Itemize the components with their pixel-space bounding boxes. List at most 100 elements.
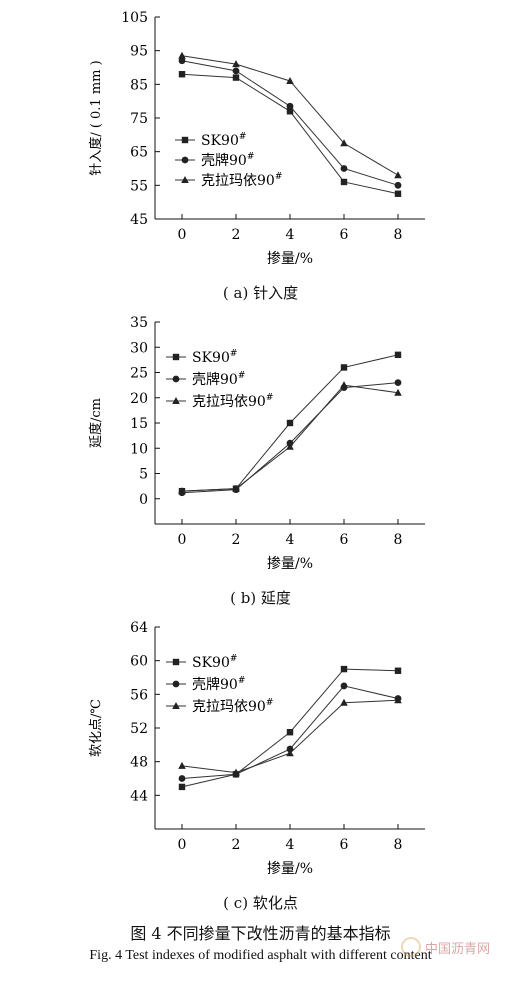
legend-marker bbox=[181, 156, 189, 164]
x-tick-label: 4 bbox=[286, 532, 295, 548]
x-tick-label: 0 bbox=[178, 532, 187, 548]
x-tick-label: 6 bbox=[340, 837, 349, 853]
watermark-logo-icon bbox=[401, 937, 421, 957]
legend-marker bbox=[172, 702, 180, 709]
data-point bbox=[178, 57, 186, 65]
data-point bbox=[286, 749, 294, 757]
y-tick-label: 64 bbox=[130, 620, 148, 636]
legend-label: SK90# bbox=[201, 132, 246, 149]
data-point bbox=[340, 178, 348, 186]
ductility-chart: 0 5 10 15 20 25 30 35 0 2 4 6 8 掺量/% 延度/cm SK90# 壳牌90# 克拉… bbox=[88, 315, 425, 572]
data-point bbox=[286, 442, 294, 450]
legend-marker bbox=[181, 176, 189, 183]
legend-label: 壳牌90# bbox=[201, 152, 254, 169]
data-point bbox=[394, 351, 402, 359]
data-point bbox=[286, 108, 294, 115]
data-point bbox=[232, 67, 240, 75]
legend-marker bbox=[172, 680, 180, 688]
watermark: 中国沥青网 bbox=[401, 936, 511, 958]
y-axis-title: 延度/cm bbox=[88, 398, 104, 448]
penetration-chart: 45 55 65 75 85 95 105 0 2 4 6 8 掺量/% 针入度/ ( 0.1 mm ) S… bbox=[88, 10, 425, 267]
x-tick-label: 2 bbox=[232, 837, 241, 853]
data-point bbox=[286, 419, 294, 427]
y-tick-label: 105 bbox=[121, 10, 148, 26]
x-axis-title: 掺量/% bbox=[267, 250, 313, 267]
data-point bbox=[178, 487, 186, 495]
figure-caption-en: Fig. 4 Test indexes of modified asphalt … bbox=[89, 948, 432, 963]
x-tick-label: 4 bbox=[286, 837, 295, 853]
data-point bbox=[286, 729, 294, 736]
y-tick-label: 65 bbox=[130, 145, 148, 161]
data-point bbox=[394, 388, 402, 396]
data-point bbox=[340, 698, 348, 706]
y-tick-label: 75 bbox=[130, 111, 148, 127]
subcaption-c: ( c) 软化点 bbox=[223, 894, 298, 912]
data-point bbox=[286, 76, 294, 84]
data-point bbox=[232, 74, 240, 81]
data-point bbox=[340, 665, 348, 673]
x-tick-label: 2 bbox=[232, 227, 241, 243]
y-tick-label: 30 bbox=[130, 340, 148, 356]
legend-marker bbox=[172, 353, 180, 361]
y-axis-title: 软化点/℃ bbox=[89, 699, 104, 757]
y-tick-label: 10 bbox=[130, 441, 148, 457]
data-point bbox=[178, 783, 186, 791]
figure-caption-cn: 图 4 不同掺量下改性沥青的基本指标 bbox=[130, 924, 391, 943]
data-point bbox=[394, 181, 402, 189]
data-point bbox=[178, 71, 186, 78]
data-point bbox=[394, 171, 402, 179]
x-tick-label: 0 bbox=[178, 227, 187, 243]
data-point bbox=[178, 775, 186, 782]
y-tick-label: 5 bbox=[139, 467, 148, 483]
legend-marker bbox=[172, 397, 180, 404]
legend-label: SK90# bbox=[192, 349, 237, 366]
data-point bbox=[232, 60, 240, 68]
watermark-text: 中国沥青网 bbox=[425, 941, 491, 957]
legend-label: 克拉玛依90# bbox=[192, 698, 273, 715]
x-tick-label: 6 bbox=[340, 227, 349, 243]
y-axis-title: 针入度/ ( 0.1 mm ) bbox=[88, 60, 104, 175]
legend-marker bbox=[172, 658, 180, 666]
data-point bbox=[178, 51, 186, 59]
softening-point-chart: 44 48 52 56 60 64 0 2 4 6 8 掺量/% 软化点/℃ SK90# 壳牌90# 克拉玛依… bbox=[89, 620, 425, 877]
y-tick-label: 44 bbox=[130, 788, 148, 804]
y-tick-label: 45 bbox=[130, 212, 148, 228]
subcaption-b: ( b) 延度 bbox=[230, 589, 291, 607]
y-tick-label: 52 bbox=[130, 721, 148, 737]
data-point bbox=[340, 381, 348, 389]
x-tick-label: 0 bbox=[178, 837, 187, 853]
data-point bbox=[340, 139, 348, 147]
legend-label: 壳牌90# bbox=[192, 371, 245, 388]
y-tick-label: 48 bbox=[130, 755, 148, 771]
data-point bbox=[178, 761, 186, 769]
x-tick-label: 8 bbox=[394, 837, 403, 853]
y-tick-label: 56 bbox=[130, 687, 148, 703]
data-point bbox=[286, 745, 294, 753]
data-point bbox=[394, 667, 402, 674]
y-tick-label: 0 bbox=[139, 492, 148, 508]
y-tick-label: 55 bbox=[130, 178, 148, 194]
subcaption-a: ( a) 针入度 bbox=[222, 284, 299, 302]
y-tick-label: 60 bbox=[130, 654, 148, 670]
data-point bbox=[232, 768, 240, 776]
data-point bbox=[394, 696, 402, 704]
legend-marker bbox=[181, 136, 189, 144]
data-point bbox=[394, 190, 402, 197]
x-tick-label: 8 bbox=[394, 227, 403, 243]
legend-label: 壳牌90# bbox=[192, 676, 245, 693]
x-tick-label: 8 bbox=[394, 532, 403, 548]
data-point bbox=[286, 102, 294, 110]
data-point bbox=[340, 165, 348, 172]
y-tick-label: 25 bbox=[130, 366, 148, 382]
data-point bbox=[340, 682, 348, 690]
legend-label: 克拉玛依90# bbox=[201, 172, 282, 189]
legend-label: 克拉玛依90# bbox=[192, 393, 273, 410]
x-axis-title: 掺量/% bbox=[267, 555, 313, 572]
data-point bbox=[394, 379, 402, 386]
y-tick-label: 95 bbox=[130, 44, 148, 60]
y-tick-label: 20 bbox=[130, 391, 148, 407]
x-axis-title: 掺量/% bbox=[267, 860, 313, 877]
y-tick-label: 35 bbox=[130, 315, 148, 331]
data-point bbox=[340, 364, 348, 371]
x-tick-label: 6 bbox=[340, 532, 349, 548]
